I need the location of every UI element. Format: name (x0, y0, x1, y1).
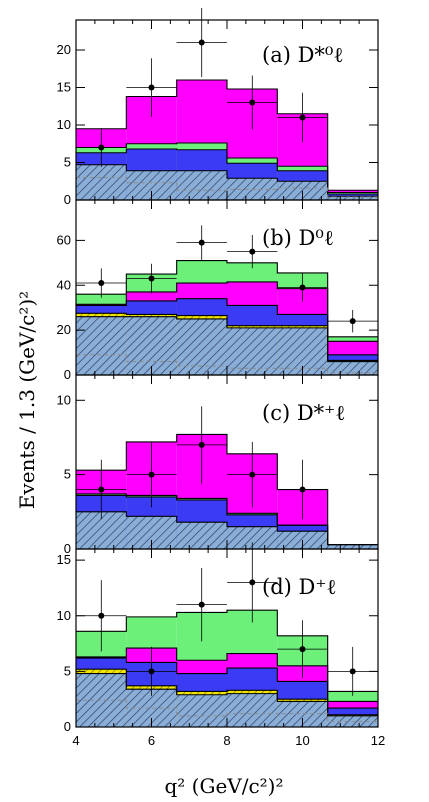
y-tick-label: 60 (57, 232, 71, 247)
bar-hatched (227, 693, 278, 727)
data-point (98, 486, 105, 493)
y-tick-label: 15 (57, 80, 71, 95)
x-tick-label: 10 (295, 733, 309, 748)
bar-hatched (176, 318, 227, 375)
data-point (198, 441, 205, 448)
y-tick-label: 5 (64, 155, 71, 170)
y-tick-label: 5 (64, 663, 71, 678)
panel-label: (d) D⁺ℓ (262, 575, 336, 599)
data-point (98, 280, 105, 287)
data-point (198, 39, 205, 46)
bar-hatched (76, 316, 127, 375)
dashed-histogram (76, 177, 378, 198)
step-outline-green (76, 609, 378, 692)
y-tick-label: 5 (64, 467, 71, 482)
data-point (299, 284, 306, 291)
y-tick-label: 20 (57, 322, 71, 337)
data-point (148, 275, 155, 282)
y-tick-label: 40 (57, 277, 71, 292)
bar-hatched (227, 526, 278, 549)
bar-hatched (176, 694, 227, 727)
data-point (198, 601, 205, 608)
step-outline-green (76, 260, 378, 338)
data-point (349, 318, 356, 325)
data-point (299, 486, 306, 493)
x-tick-label: 6 (148, 733, 155, 748)
y-tick-label: 10 (57, 392, 71, 407)
bar-hatched (227, 327, 278, 375)
bar-hatched (126, 316, 177, 375)
panel-label: (c) D*⁺ℓ (262, 401, 345, 425)
panel-3: 0 5 10 (c) D*⁺ℓ (57, 374, 379, 556)
data-point (299, 114, 306, 121)
bar-hatched (327, 196, 378, 200)
data-point (98, 612, 105, 619)
panel-label: (b) D⁰ℓ (262, 226, 334, 250)
panel-4: 0 5 10 15 (d) D⁺ℓ (57, 542, 379, 734)
y-tick-label: 20 (57, 42, 71, 57)
panel-2: 0 20 40 60 (b) D⁰ℓ (57, 199, 379, 382)
bar-hatched (277, 181, 328, 200)
data-point (349, 668, 356, 675)
y-axis-label: Events / 1.3 (GeV/c²)² (15, 291, 39, 509)
bar-hatched (327, 544, 378, 549)
y-tick-label: 0 (64, 192, 71, 207)
y-tick-label: 0 (64, 719, 71, 734)
data-point (198, 239, 205, 246)
x-tick-label: 4 (72, 733, 79, 748)
x-tick-label: 8 (223, 733, 230, 748)
data-point (299, 646, 306, 653)
data-point (148, 668, 155, 675)
data-point (249, 471, 256, 478)
data-point (249, 248, 256, 255)
data-point (98, 144, 105, 151)
step-outline-magenta (76, 79, 378, 191)
bar-hatched (76, 164, 127, 200)
data-point (249, 579, 256, 586)
panel-label: (a) D*⁰ℓ (262, 43, 343, 67)
data-point (148, 471, 155, 478)
y-tick-label: 0 (64, 541, 71, 556)
bar-hatched (176, 522, 227, 549)
step-outline-magenta (76, 433, 378, 546)
y-tick-label: 10 (57, 608, 71, 623)
x-axis-label: q² (GeV/c²)² (164, 774, 283, 798)
bar-hatched (176, 170, 227, 200)
data-point (148, 84, 155, 91)
data-point (249, 99, 256, 106)
x-tick-label: 12 (371, 733, 385, 748)
panel-1: 0 5 10 15 20 (a) D*⁰ℓ (57, 8, 379, 207)
y-tick-label: 10 (57, 117, 71, 132)
y-tick-label: 0 (64, 367, 71, 382)
y-tick-label: 15 (57, 552, 71, 567)
